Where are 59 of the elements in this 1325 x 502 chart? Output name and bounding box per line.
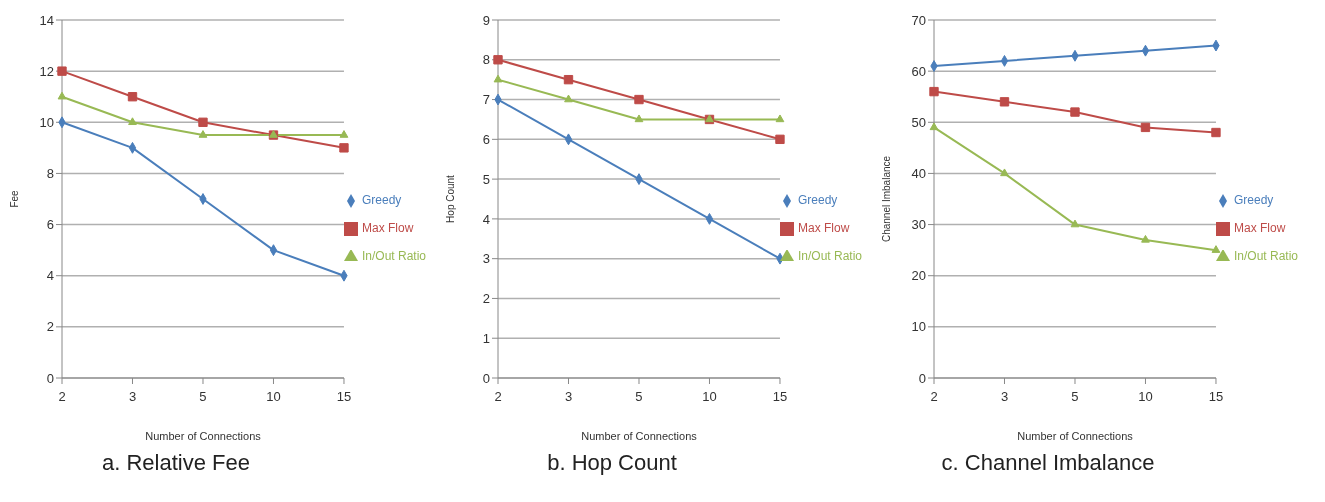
text: b. Hop Count — [546, 450, 678, 476]
x-axis-title: Number of Connections — [145, 429, 262, 442]
y-tick-label: 12 — [39, 63, 54, 79]
legend-label: In/Out Ratio — [361, 249, 426, 263]
legend-label: Greedy — [797, 193, 838, 207]
y-tick-label: 70 — [911, 12, 926, 28]
y-tick-label: 6 — [482, 131, 490, 147]
y-axis-title: Hop Count — [444, 174, 456, 223]
x-tick-label: 10 — [266, 389, 281, 405]
x-axis-title: Number of Connections — [1017, 429, 1134, 442]
y-tick-label: 20 — [911, 268, 926, 284]
x-tick-label: 15 — [336, 389, 352, 405]
legend-label: Max Flow — [361, 221, 414, 235]
legend-label: In/Out Ratio — [797, 249, 862, 263]
y-tick-label: 4 — [46, 268, 54, 284]
y-tick-label: 8 — [482, 52, 490, 68]
y-tick-label: 10 — [39, 114, 54, 130]
y-tick-label: 0 — [918, 370, 926, 386]
y-tick-label: 30 — [911, 217, 926, 233]
y-tick-label: 9 — [482, 12, 490, 28]
x-tick-label: 5 — [635, 389, 643, 405]
x-tick-label: 3 — [128, 389, 137, 405]
text: a. Relative Fee — [101, 450, 251, 476]
x-tick-label: 3 — [1000, 389, 1009, 405]
x-tick-label: 2 — [930, 389, 938, 405]
y-tick-label: 40 — [911, 166, 926, 182]
text: c. Channel Imbalance — [940, 450, 1156, 476]
y-tick-label: 50 — [911, 114, 926, 130]
y-tick-label: 2 — [482, 291, 490, 307]
y-tick-label: 3 — [482, 251, 490, 267]
x-tick-label: 10 — [1138, 389, 1153, 405]
x-axis-title: Number of Connections — [581, 429, 698, 442]
legend-label: In/Out Ratio — [1233, 249, 1298, 263]
y-tick-label: 6 — [46, 217, 54, 233]
x-tick-label: 3 — [564, 389, 573, 405]
legend-label: Max Flow — [797, 221, 850, 235]
x-tick-label: 15 — [772, 389, 788, 405]
x-tick-label: 10 — [702, 389, 717, 405]
x-tick-label: 5 — [1071, 389, 1079, 405]
y-tick-label: 5 — [482, 171, 490, 187]
x-tick-label: 2 — [58, 389, 66, 405]
y-tick-label: 10 — [911, 319, 926, 335]
y-axis-title: Channel Imbalance — [880, 155, 892, 243]
x-tick-label: 15 — [1208, 389, 1224, 405]
y-tick-label: 7 — [482, 92, 490, 108]
y-tick-label: 0 — [482, 370, 490, 386]
legend-label: Greedy — [1233, 193, 1274, 207]
y-tick-label: 14 — [39, 12, 54, 28]
legend-label: Greedy — [361, 193, 402, 207]
y-tick-label: 4 — [482, 211, 490, 227]
y-tick-label: 2 — [46, 319, 54, 335]
legend-label: Max Flow — [1233, 221, 1286, 235]
y-tick-label: 8 — [46, 166, 54, 182]
y-tick-label: 1 — [482, 330, 490, 346]
y-axis-title: Fee — [8, 189, 20, 208]
y-tick-label: 60 — [911, 63, 926, 79]
x-tick-label: 2 — [494, 389, 502, 405]
y-tick-label: 0 — [46, 370, 54, 386]
x-tick-label: 5 — [199, 389, 207, 405]
